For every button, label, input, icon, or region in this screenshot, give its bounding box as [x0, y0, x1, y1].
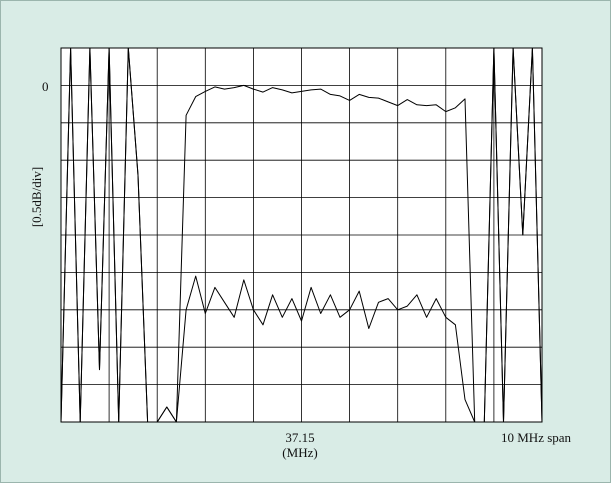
- span-label: 10 MHz span: [501, 430, 572, 445]
- y-axis-label: [0.5dB/div]: [29, 166, 44, 228]
- grid: [61, 48, 542, 422]
- x-tick-center-label: 37.15: [285, 430, 315, 445]
- series-line-2: [60, 47, 543, 423]
- x-axis-unit-label: (MHz): [282, 445, 318, 460]
- y-tick-label: 0: [42, 79, 49, 94]
- traces: [60, 47, 543, 423]
